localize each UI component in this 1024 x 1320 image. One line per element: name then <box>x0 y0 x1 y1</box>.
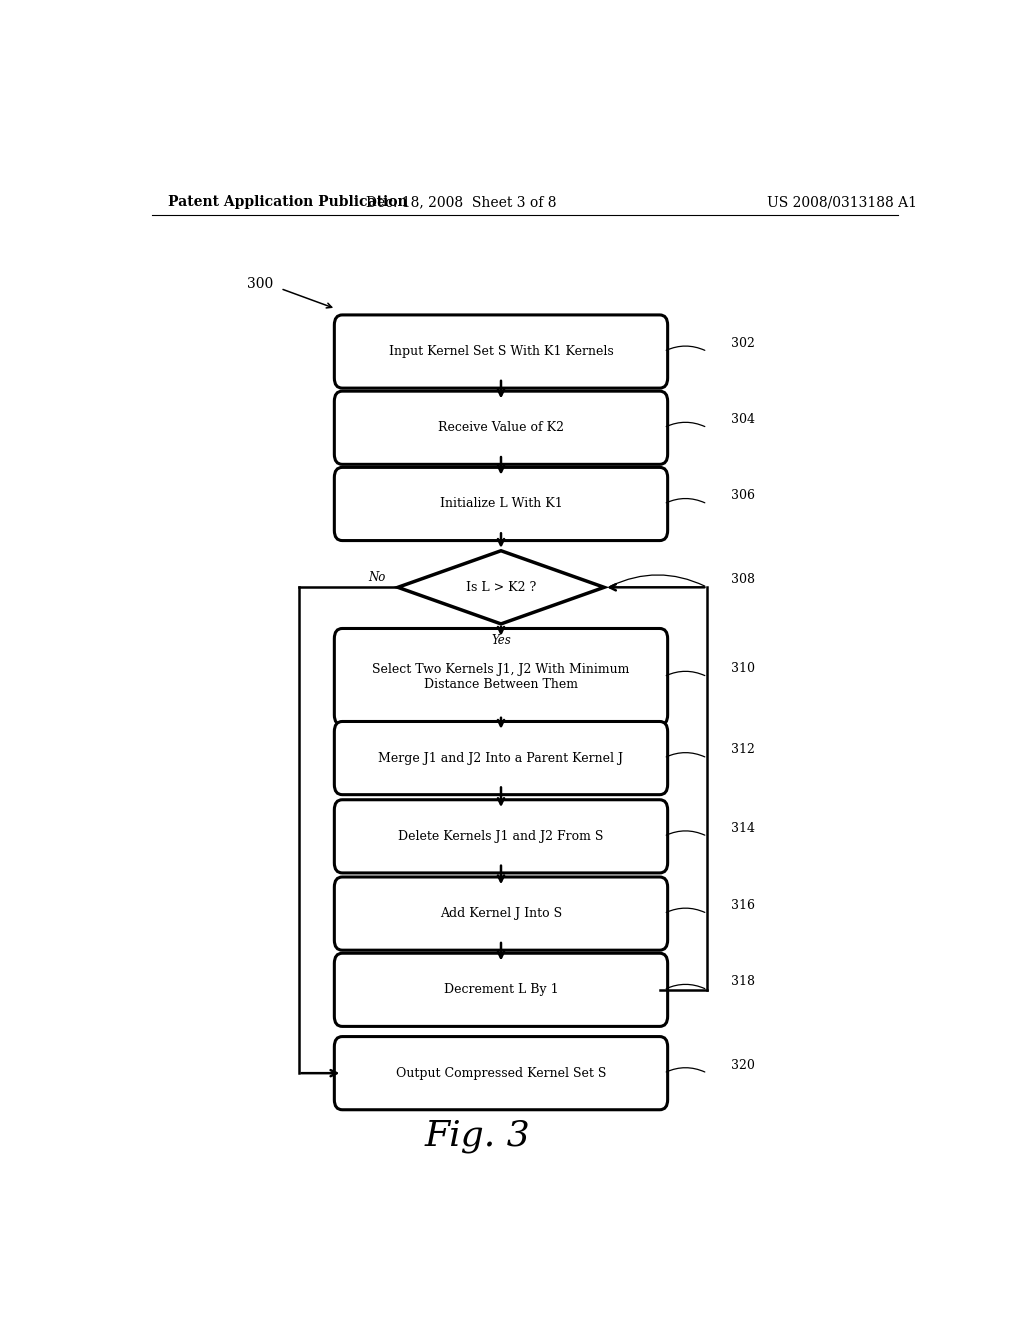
Text: 300: 300 <box>247 277 273 292</box>
Text: 320: 320 <box>731 1059 755 1072</box>
Text: Patent Application Publication: Patent Application Publication <box>168 195 408 209</box>
Text: 306: 306 <box>731 490 755 503</box>
Text: 316: 316 <box>731 899 755 912</box>
Text: Delete Kernels J1 and J2 From S: Delete Kernels J1 and J2 From S <box>398 830 604 843</box>
Text: Receive Value of K2: Receive Value of K2 <box>438 421 564 434</box>
Text: 302: 302 <box>731 337 755 350</box>
Text: 314: 314 <box>731 822 755 834</box>
Text: Select Two Kernels J1, J2 With Minimum
Distance Between Them: Select Two Kernels J1, J2 With Minimum D… <box>373 663 630 690</box>
FancyBboxPatch shape <box>334 391 668 465</box>
FancyBboxPatch shape <box>334 722 668 795</box>
Text: Input Kernel Set S With K1 Kernels: Input Kernel Set S With K1 Kernels <box>389 345 613 358</box>
Text: Add Kernel J Into S: Add Kernel J Into S <box>440 907 562 920</box>
Text: Yes: Yes <box>492 634 511 647</box>
Text: 310: 310 <box>731 663 755 675</box>
Text: Fig. 3: Fig. 3 <box>424 1119 530 1154</box>
FancyBboxPatch shape <box>334 628 668 725</box>
FancyBboxPatch shape <box>334 800 668 873</box>
Polygon shape <box>397 550 604 624</box>
Text: Output Compressed Kernel Set S: Output Compressed Kernel Set S <box>396 1067 606 1080</box>
Text: No: No <box>369 570 386 583</box>
FancyBboxPatch shape <box>334 876 668 950</box>
FancyBboxPatch shape <box>334 1036 668 1110</box>
Text: 308: 308 <box>731 573 755 586</box>
Text: Decrement L By 1: Decrement L By 1 <box>443 983 558 997</box>
FancyBboxPatch shape <box>334 953 668 1027</box>
FancyBboxPatch shape <box>334 467 668 541</box>
Text: US 2008/0313188 A1: US 2008/0313188 A1 <box>767 195 918 209</box>
Text: Merge J1 and J2 Into a Parent Kernel J: Merge J1 and J2 Into a Parent Kernel J <box>379 751 624 764</box>
Text: 304: 304 <box>731 413 755 426</box>
Text: Dec. 18, 2008  Sheet 3 of 8: Dec. 18, 2008 Sheet 3 of 8 <box>366 195 557 209</box>
Text: 318: 318 <box>731 975 755 989</box>
Text: 312: 312 <box>731 743 755 756</box>
FancyBboxPatch shape <box>334 315 668 388</box>
Text: Is L > K2 ?: Is L > K2 ? <box>466 581 537 594</box>
Text: Initialize L With K1: Initialize L With K1 <box>439 498 562 511</box>
